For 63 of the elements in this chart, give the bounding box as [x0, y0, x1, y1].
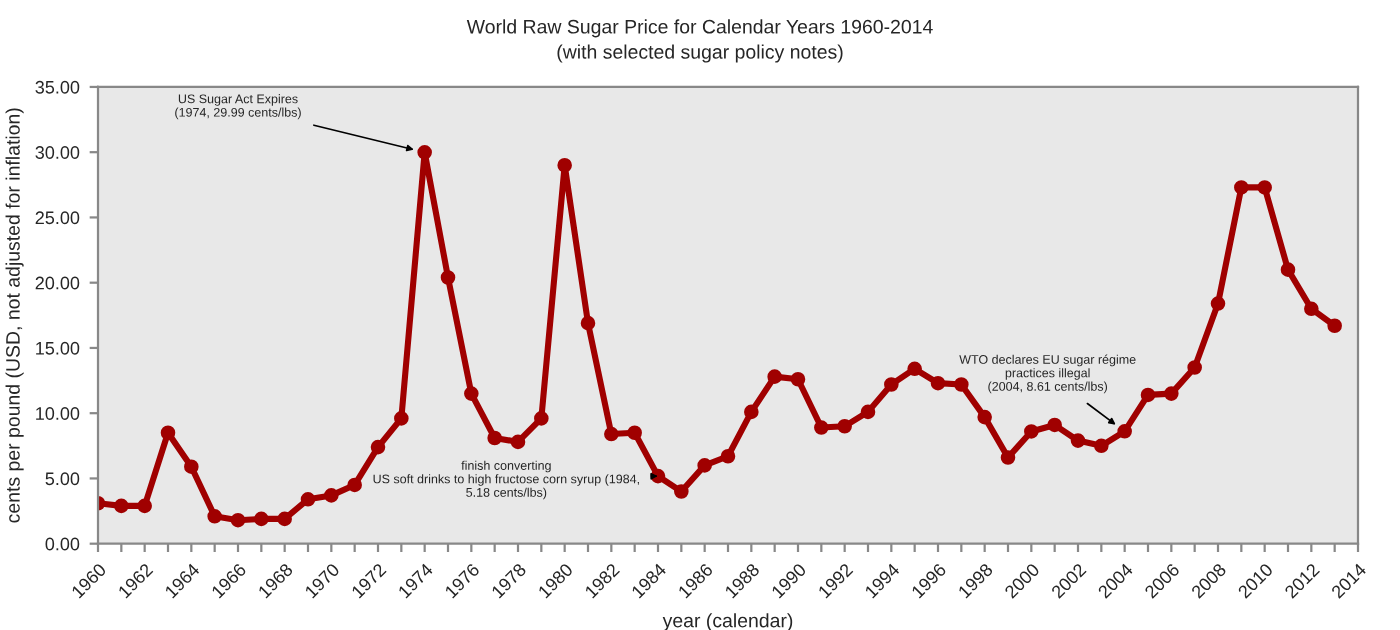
y-tick-label: 10.00 — [36, 407, 80, 420]
point — [324, 488, 339, 503]
point — [1070, 433, 1086, 448]
y-tick-label: 5.00 — [45, 472, 80, 486]
point — [1280, 262, 1296, 277]
point — [860, 404, 876, 420]
y-tick-label: 15.00 — [36, 341, 80, 355]
point — [230, 512, 246, 528]
point — [1140, 387, 1156, 403]
y-tick-label: 25.00 — [35, 211, 80, 225]
point — [1047, 417, 1062, 433]
point — [1000, 450, 1016, 465]
point — [1187, 360, 1202, 375]
chart-title: World Raw Sugar Price for Calendar Years 1960-2014 — [466, 19, 933, 38]
point — [137, 498, 152, 514]
point — [720, 448, 736, 464]
y-axis-title: cents per pound (USD, not adjusted for inflation) — [5, 108, 24, 523]
y-tick-label: 0.00 — [45, 537, 80, 551]
point — [790, 371, 806, 387]
point — [837, 418, 852, 434]
point — [604, 426, 619, 442]
point — [487, 430, 502, 446]
point — [627, 425, 642, 441]
point — [1257, 180, 1272, 195]
point — [440, 270, 456, 285]
point — [347, 477, 362, 493]
chart-subtitle: (with selected sugar policy notes) — [557, 44, 843, 63]
point — [580, 315, 596, 331]
point — [114, 498, 129, 514]
point — [1024, 424, 1039, 439]
point — [977, 409, 992, 425]
point — [184, 459, 199, 474]
point — [1094, 438, 1109, 454]
point — [744, 404, 759, 420]
point — [300, 492, 316, 507]
point — [534, 411, 549, 426]
point — [884, 377, 899, 392]
point — [1304, 301, 1319, 317]
y-tick-label: 35.00 — [35, 80, 80, 94]
point — [1117, 424, 1132, 439]
point — [370, 439, 386, 455]
point — [697, 458, 712, 473]
point — [954, 377, 969, 392]
point — [767, 369, 782, 384]
point — [160, 425, 176, 441]
point — [1164, 386, 1179, 401]
point — [394, 411, 409, 426]
point — [557, 157, 572, 173]
y-tick-label: 20.00 — [35, 276, 80, 290]
point — [930, 375, 946, 391]
point — [417, 145, 432, 160]
point — [1327, 318, 1342, 334]
point — [207, 509, 222, 524]
point — [277, 511, 292, 527]
point — [1234, 180, 1249, 195]
point — [1210, 296, 1226, 311]
y-tick-label: 30.00 — [35, 146, 80, 159]
point — [254, 511, 269, 527]
point — [674, 484, 689, 499]
point — [907, 361, 922, 377]
point — [464, 386, 479, 401]
point — [814, 420, 829, 435]
point — [510, 434, 526, 450]
